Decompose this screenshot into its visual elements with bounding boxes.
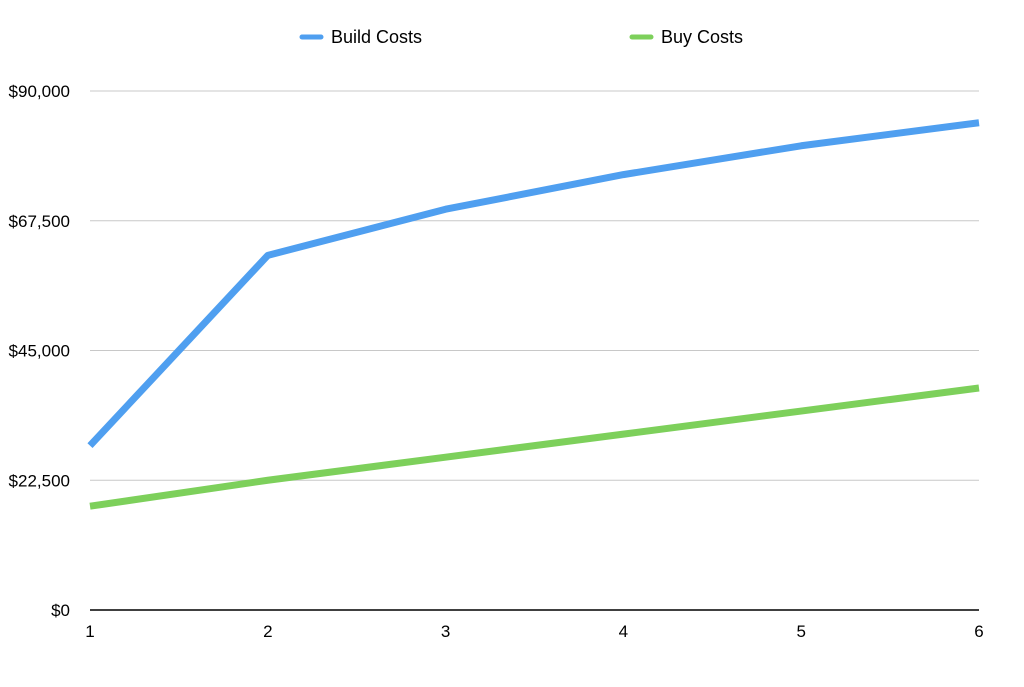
x-tick-label: 2 — [263, 622, 272, 641]
y-tick-label: $0 — [51, 601, 70, 620]
y-tick-label: $67,500 — [9, 212, 70, 231]
legend-label-build-costs: Build Costs — [331, 27, 422, 47]
y-tick-label: $90,000 — [9, 82, 70, 101]
series-lines — [87, 119, 980, 510]
x-axis-tick-labels: 1 2 3 4 5 6 — [85, 622, 983, 641]
y-tick-label: $45,000 — [9, 342, 70, 361]
series-line-buy-costs — [89, 384, 980, 510]
x-tick-label: 1 — [85, 622, 94, 641]
legend-label-buy-costs: Buy Costs — [661, 27, 743, 47]
series-line-build-costs — [87, 119, 980, 449]
x-tick-label: 3 — [441, 622, 450, 641]
x-tick-label: 4 — [619, 622, 628, 641]
y-tick-label: $22,500 — [9, 471, 70, 490]
gridlines — [90, 90, 979, 611]
y-axis-tick-labels: $0 $22,500 $45,000 $67,500 $90,000 — [9, 82, 70, 620]
x-tick-label: 5 — [796, 622, 805, 641]
x-tick-label: 6 — [974, 622, 983, 641]
legend: Build Costs Buy Costs — [299, 27, 743, 47]
